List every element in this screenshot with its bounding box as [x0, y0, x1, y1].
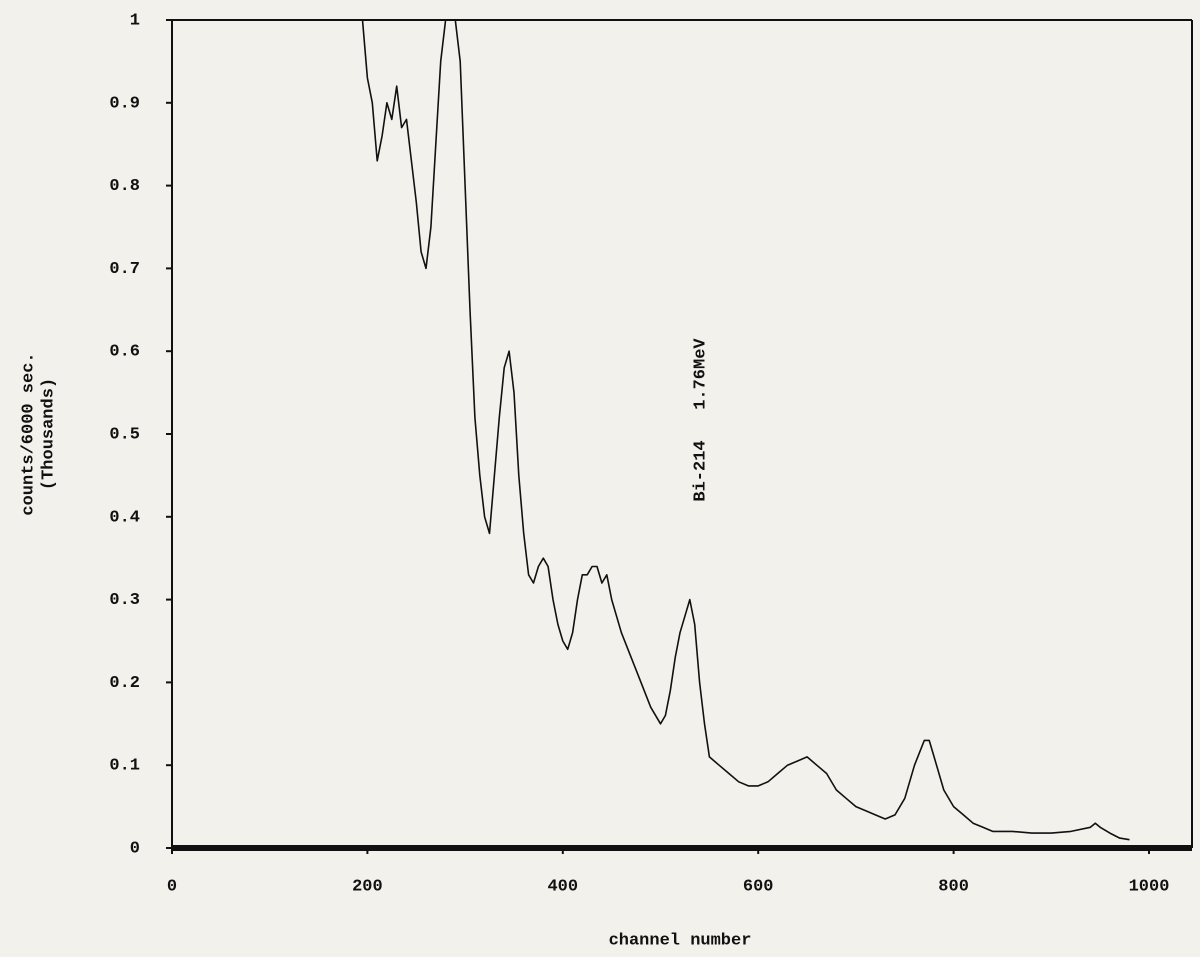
y-tick-label: 0.4	[109, 508, 140, 527]
x-tick-label: 800	[938, 877, 969, 896]
annotation: Bi-214 1.76MeV	[691, 338, 710, 502]
data-line	[361, 19, 1130, 841]
x-tick-label: 600	[743, 877, 774, 896]
x-tick-label: 200	[352, 877, 383, 896]
y-tick-label: 0.1	[109, 757, 140, 776]
x-tick-label: 1000	[1129, 877, 1170, 896]
y-tick-label: 0.3	[109, 591, 140, 610]
y-tick-label: 0.9	[109, 94, 140, 113]
x-tick-label: 400	[547, 877, 578, 896]
y-tick-label: 0.5	[109, 425, 140, 444]
x-axis-label: channel number	[609, 931, 752, 950]
y-axis-label: (Thousands)	[39, 378, 58, 490]
y-tick-label: 0	[130, 839, 140, 858]
y-tick-label: 0.7	[109, 260, 140, 279]
y-tick-label: 0.6	[109, 343, 140, 362]
y-tick-label: 1	[130, 11, 140, 30]
y-tick-label: 0.2	[109, 674, 140, 693]
y-tick-label: 0.8	[109, 177, 140, 196]
x-tick-label: 0	[167, 877, 177, 896]
y-axis-label: counts/6000 sec.	[19, 352, 38, 515]
